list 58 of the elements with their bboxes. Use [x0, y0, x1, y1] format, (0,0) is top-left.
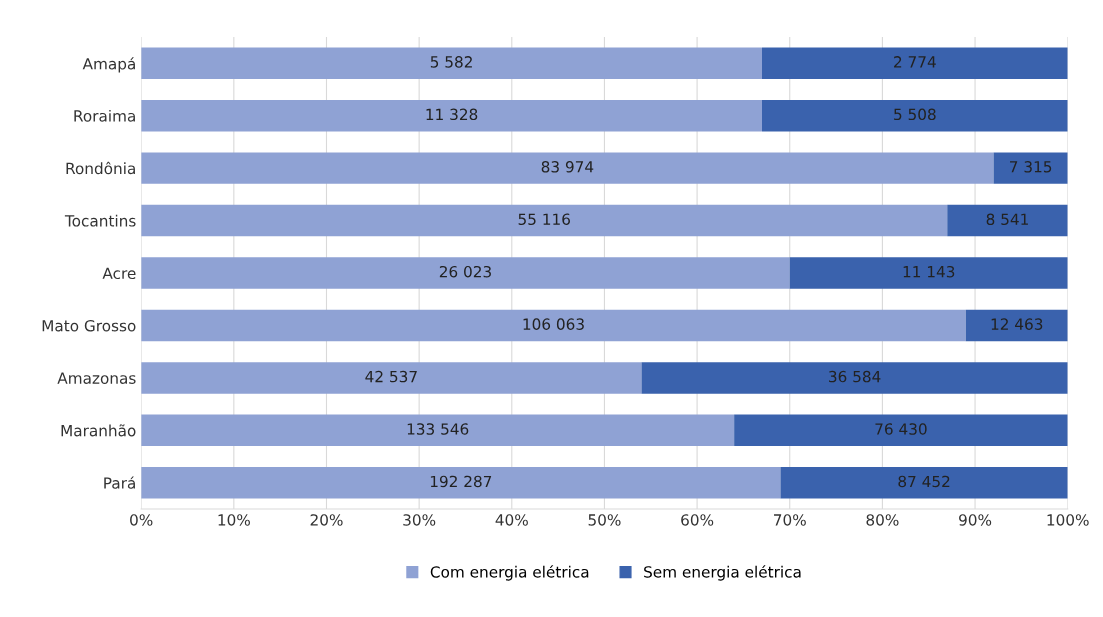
x-tick-label: 90% [959, 514, 992, 526]
bar [141, 99, 762, 132]
annotation: 133 546 [407, 423, 469, 435]
y-tick-label: Pará [104, 476, 135, 489]
x-tick-label: 100% [1047, 514, 1089, 526]
annotation: 87 452 [898, 475, 950, 488]
annotation: 26 023 [439, 265, 491, 278]
y-tick-label: Tocantins [64, 214, 136, 227]
bar [780, 467, 1068, 499]
bar [141, 467, 781, 499]
annotation: 12 463 [991, 318, 1043, 330]
bar [141, 414, 735, 447]
bar [641, 362, 1068, 394]
x-tick-label: 0% [130, 514, 153, 526]
annotation: 83 974 [541, 161, 594, 173]
y-tick-label: Rondônia [66, 161, 135, 175]
bar [993, 152, 1068, 184]
bar [141, 362, 642, 394]
bar [141, 309, 966, 342]
legend-label: Sem energia elétrica [644, 565, 801, 581]
annotation: 11 328 [426, 108, 478, 121]
annotation: 5 582 [430, 56, 472, 68]
annotation: 2 774 [894, 56, 936, 68]
x-tick-label: 50% [588, 514, 621, 526]
y-tick-label: Acre [102, 267, 136, 280]
x-tick-label: 80% [866, 514, 899, 526]
annotation: 8 541 [986, 213, 1028, 226]
annotation: 192 287 [430, 475, 492, 488]
bar [789, 257, 1068, 289]
annotation: 55 116 [518, 213, 570, 226]
y-tick-label: Mato Grosso [42, 319, 136, 332]
x-tick-label: 60% [681, 514, 714, 526]
x-tick-label: 20% [310, 514, 343, 526]
bar [734, 414, 1068, 447]
y-tick-label: Roraima [74, 109, 135, 122]
bar [761, 47, 1068, 79]
annotation: 106 063 [523, 318, 584, 330]
x-tick-label: 30% [403, 514, 436, 526]
bar [141, 204, 948, 237]
bar [965, 309, 1068, 342]
bar [141, 152, 994, 184]
y-tick-label: Amazonas [57, 372, 136, 384]
annotation: 7 315 [1010, 161, 1052, 173]
annotation: 5 508 [894, 108, 936, 121]
x-tick-label: 70% [774, 514, 806, 526]
annotation: 42 537 [365, 370, 417, 383]
bar [141, 47, 762, 79]
bar [141, 257, 790, 289]
y-tick-label: Amapá [82, 57, 135, 73]
y-tick-label: Maranhão [61, 424, 136, 437]
annotation: 76 430 [875, 423, 927, 435]
annotation: 11 143 [903, 265, 955, 278]
bar [947, 204, 1068, 237]
bar [761, 99, 1068, 132]
x-tick-label: 10% [218, 514, 250, 526]
annotation: 36 584 [829, 370, 881, 383]
x-tick-label: 40% [495, 514, 528, 526]
legend-label: Com energia elétrica [430, 565, 589, 581]
